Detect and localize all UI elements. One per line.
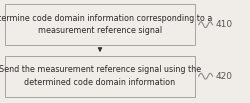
FancyBboxPatch shape: [5, 4, 195, 45]
Text: Determine code domain information corresponding to a
measurement reference signa: Determine code domain information corres…: [0, 14, 213, 35]
Text: 420: 420: [216, 72, 232, 81]
Text: 410: 410: [216, 20, 233, 29]
FancyBboxPatch shape: [5, 56, 195, 97]
Text: Send the measurement reference signal using the
determined code domain informati: Send the measurement reference signal us…: [0, 66, 201, 87]
